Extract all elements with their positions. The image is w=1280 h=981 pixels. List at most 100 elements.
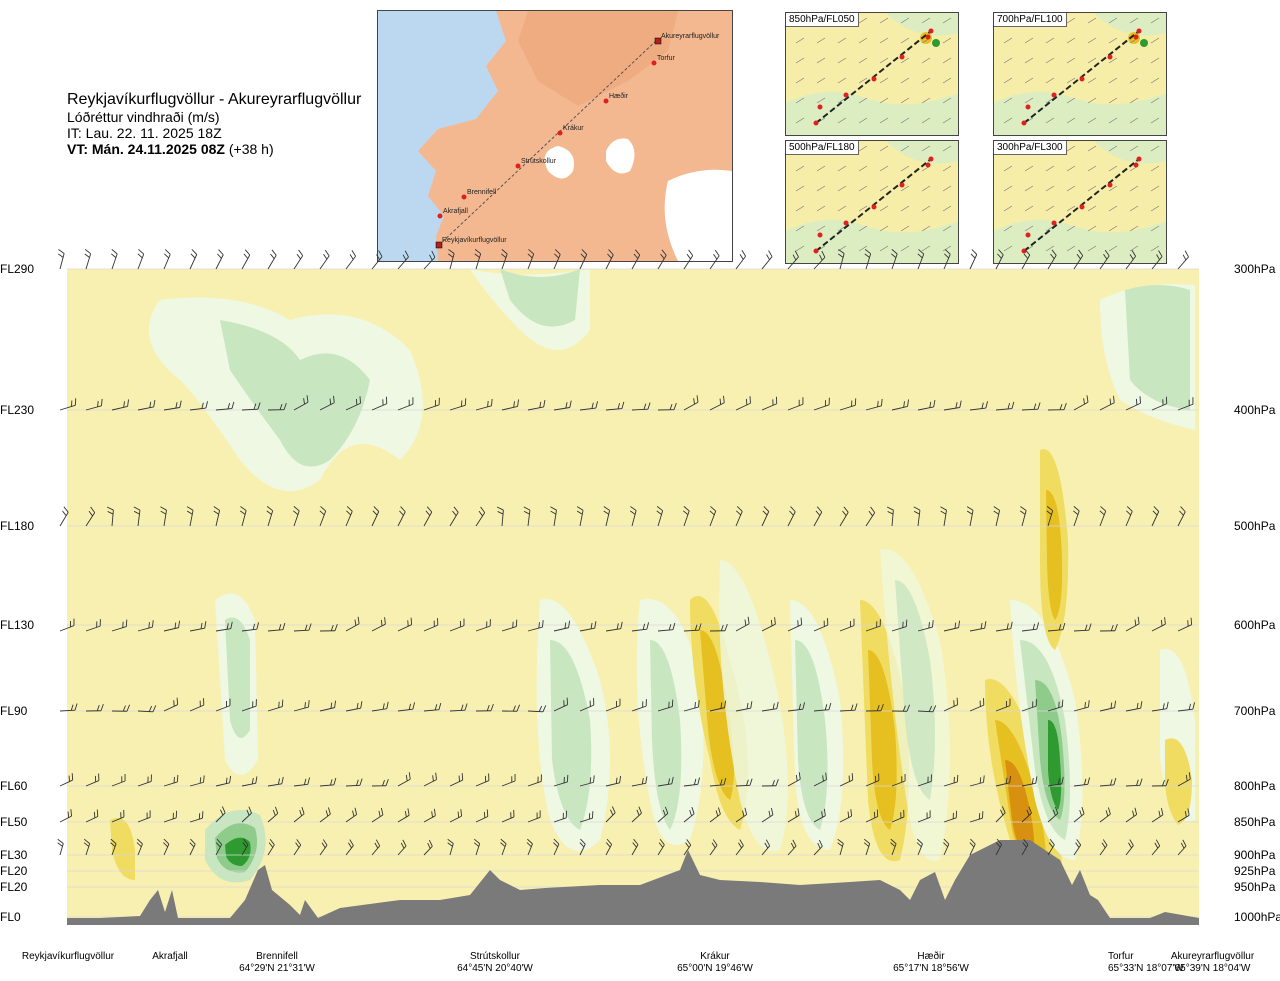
wind-barb	[527, 620, 544, 632]
up-region	[1125, 285, 1190, 410]
mini-wind-barb	[1087, 77, 1097, 84]
map-waypoint-marker	[461, 194, 467, 200]
wind-barb	[449, 398, 467, 411]
wind-barb	[189, 838, 196, 856]
wind-barb	[319, 777, 337, 787]
mini-wind-barb	[921, 117, 931, 124]
mini-waypoint	[899, 182, 905, 188]
mini-wind-barb	[1003, 37, 1013, 44]
wind-barb	[496, 506, 504, 527]
mini-field-region	[1094, 141, 1166, 164]
mini-wind-barb	[1045, 185, 1055, 192]
mini-wind-barb	[1024, 225, 1034, 232]
location-name: Hæðir	[917, 951, 945, 962]
wind-barb	[657, 776, 674, 787]
location-name: Reykjavíkurflugvöllur	[21, 951, 115, 962]
mini-wind-barb	[858, 97, 868, 104]
mini-wind-barb	[1066, 225, 1076, 232]
mini-wind-barb	[858, 165, 868, 172]
wind-barb	[137, 399, 156, 411]
mini-wind-barb	[900, 185, 910, 192]
wind-barb	[319, 249, 330, 270]
wind-barb	[1151, 250, 1163, 270]
wind-barb	[683, 249, 694, 270]
mini-field-region	[886, 141, 958, 164]
wind-barb	[345, 250, 357, 270]
wind-barb	[735, 778, 753, 787]
mini-field-region	[994, 219, 1166, 263]
title-block: Reykjavíkurflugvöllur - Akureyrarflugvöl…	[67, 90, 361, 157]
up-region	[650, 640, 682, 830]
mini-wind-barb	[1003, 245, 1013, 252]
hpa-label: 950hPa	[1234, 880, 1276, 894]
mini-wind-barb	[1087, 165, 1097, 172]
wind-barb	[735, 616, 750, 632]
wind-barb	[293, 807, 305, 823]
wind-barb	[605, 838, 613, 856]
wind-barb	[397, 617, 413, 632]
mini-wind-barb	[1108, 37, 1118, 44]
mini-wind-barb	[1129, 205, 1139, 212]
wind-barb	[709, 623, 728, 632]
wind-barb	[761, 617, 776, 632]
mini-wind-barb	[921, 205, 931, 212]
mini-wind-barb	[900, 17, 910, 24]
wind-barb	[59, 506, 69, 527]
wind-barb	[215, 698, 231, 712]
wind-barb	[267, 806, 279, 823]
wind-barb	[85, 506, 96, 527]
map-point-label: Reykjavíkurflugvöllur	[442, 237, 507, 244]
wind-barb	[423, 839, 433, 856]
wind-barb	[605, 775, 622, 787]
wind-barb	[813, 772, 827, 787]
wind-barb	[475, 773, 490, 787]
mini-waypoint	[1133, 162, 1139, 168]
wind-barb	[111, 773, 126, 787]
wind-barb	[943, 774, 959, 787]
wind-barb	[891, 249, 898, 270]
location-label: Hæðir 65°17'N 18°56'W	[886, 951, 976, 975]
wind-barb	[787, 808, 800, 823]
hpa-label: 700hPa	[1234, 704, 1276, 718]
inset-850-svg	[786, 13, 958, 135]
mini-wind-barb	[837, 165, 847, 172]
mini-wind-barb	[858, 37, 868, 44]
wind-barb	[319, 807, 331, 823]
wind-barb	[501, 773, 516, 787]
wind-barb	[371, 506, 380, 527]
wind-barb	[189, 775, 205, 787]
mini-wind-barb	[921, 225, 931, 232]
mini-wind-barb	[1045, 37, 1055, 44]
wind-barb	[553, 810, 567, 823]
wind-barb	[85, 619, 101, 632]
mini-wind-barb	[879, 117, 889, 124]
mini-wind-barb	[1087, 117, 1097, 124]
mini-wind-barb	[1045, 245, 1055, 252]
mini-wind-barb	[858, 57, 868, 64]
map-waypoint-marker	[515, 163, 521, 169]
mini-wind-barb	[879, 185, 889, 192]
mini-wind-barb	[1150, 117, 1160, 124]
mini-wind-barb	[795, 165, 805, 172]
mini-wind-barb	[1024, 77, 1034, 84]
wind-barb	[106, 506, 114, 527]
up-region	[795, 640, 828, 830]
mini-wind-barb	[900, 97, 910, 104]
wind-barb	[995, 249, 1004, 270]
mini-wind-barb	[1066, 17, 1076, 24]
mini-wind-barb	[1150, 57, 1160, 64]
wind-barb	[371, 807, 384, 823]
wind-barb	[553, 838, 560, 856]
mini-wind-barb	[1129, 117, 1139, 124]
mini-waypoint	[1051, 220, 1057, 226]
inset-300-svg	[994, 141, 1166, 263]
wind-barb	[683, 395, 699, 411]
wind-barb	[631, 806, 642, 823]
wind-barb	[603, 506, 611, 527]
wind-barb	[813, 702, 832, 712]
mini-wind-barb	[921, 17, 931, 24]
location-label: Torfur 65°33'N 18°07'W	[1108, 951, 1184, 975]
mini-waypoint	[813, 248, 819, 254]
mini-wind-barb	[1087, 245, 1097, 252]
wind-barb	[239, 506, 247, 527]
